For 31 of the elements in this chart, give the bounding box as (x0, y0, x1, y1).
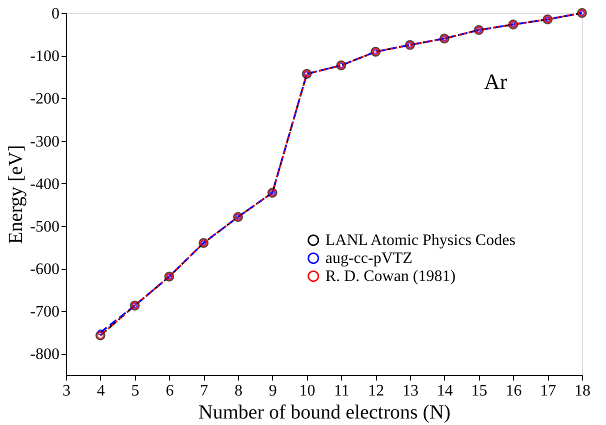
x-tick-label: 5 (131, 382, 140, 400)
y-axis-title: Energy [eV] (5, 144, 28, 244)
y-tick-label: -500 (30, 218, 60, 236)
x-axis-title: Number of bound electrons (N) (198, 402, 451, 424)
x-tick-label: 17 (540, 382, 556, 400)
annotation: Ar (484, 68, 508, 94)
x-tick-label: 14 (436, 382, 453, 400)
x-tick-label: 11 (334, 382, 350, 400)
x-tick-label: 16 (506, 382, 522, 400)
legend-label: LANL Atomic Physics Codes (325, 232, 516, 250)
legend-label: R. D. Cowan (1981) (325, 268, 456, 286)
y-tick-label: 0 (52, 6, 60, 22)
x-tick-label: 12 (368, 382, 384, 400)
x-tick-label: 6 (166, 382, 174, 400)
y-tick-label: -400 (30, 176, 60, 193)
y-tick-label: -800 (30, 346, 60, 364)
y-tick-label: -200 (30, 90, 60, 108)
x-tick-label: 13 (402, 382, 418, 400)
y-tick-label: -600 (30, 261, 60, 278)
x-tick-label: 10 (299, 382, 316, 400)
legend-label: aug-cc-pVTZ (325, 250, 412, 268)
y-tick-label: -300 (30, 133, 60, 150)
y-tick-label: -100 (30, 48, 60, 66)
x-tick-label: 18 (574, 382, 590, 400)
y-tick-label: -700 (30, 304, 60, 321)
x-tick-label: 15 (471, 382, 488, 400)
x-tick-label: 4 (96, 382, 105, 400)
x-tick-label: 3 (62, 382, 70, 400)
x-tick-label: 8 (234, 382, 242, 400)
x-tick-label: 7 (200, 382, 208, 400)
x-tick-label: 9 (268, 382, 277, 400)
